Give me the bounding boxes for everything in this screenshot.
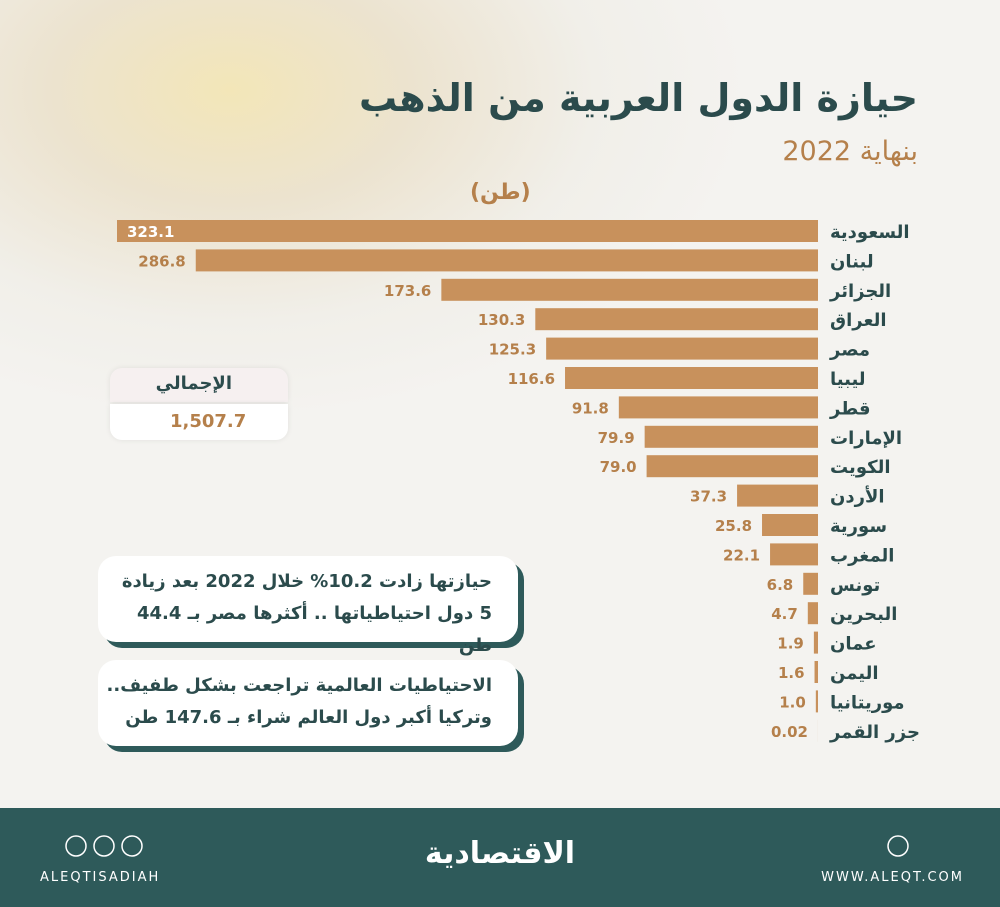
- total-value: 1,507.7: [170, 411, 247, 432]
- y-tick-label: مصر: [829, 340, 870, 361]
- bar: [814, 661, 818, 683]
- website: WWW.ALEQT.COM: [821, 870, 964, 885]
- footer: الاقتصادية ALEQTISADIAH WWW.ALEQT.COM: [0, 808, 1000, 907]
- bar: [117, 220, 818, 242]
- bar: [565, 367, 818, 389]
- note-box: الاحتياطيات العالمية تراجعت بشكل طفيف.. …: [98, 660, 518, 746]
- value-label: 25.8: [715, 517, 752, 535]
- total-body: 1,507.7: [110, 404, 288, 440]
- value-label: 4.7: [771, 605, 798, 623]
- brand-logo: الاقتصادية: [424, 836, 576, 871]
- value-label: 130.3: [478, 311, 525, 329]
- value-label: 37.3: [690, 488, 727, 506]
- bar: [762, 514, 818, 536]
- y-tick-label: ليبيا: [830, 369, 866, 390]
- value-label: 125.3: [489, 341, 536, 359]
- value-label: 1.6: [778, 664, 805, 682]
- value-label: 22.1: [723, 546, 760, 564]
- value-label: 0.02: [771, 723, 808, 741]
- y-tick-label: العراق: [830, 310, 887, 331]
- web-icon: [887, 835, 909, 857]
- y-tick-label: تونس: [830, 575, 880, 596]
- bar: [737, 484, 818, 507]
- value-label: 323.1: [127, 223, 174, 241]
- y-tick-label: لبنان: [830, 251, 874, 272]
- y-tick-label: اليمن: [830, 663, 879, 684]
- y-tick-label: الأردن: [830, 486, 885, 508]
- note-line: وتركيا أكبر دول العالم شراء بـ 147.6 طن: [125, 707, 492, 728]
- value-label: 91.8: [572, 399, 609, 417]
- y-tick-label: الجزائر: [829, 281, 891, 302]
- bar: [807, 602, 818, 625]
- y-tick-label: عمان: [830, 634, 877, 655]
- chart: السعودية 323.1 لبنان 286.8 الجزائر 173.6 العرا…: [117, 220, 920, 743]
- bar: [441, 278, 818, 301]
- bar: [618, 396, 818, 419]
- twitter-icon: [121, 835, 143, 857]
- total-header: الإجمالي: [110, 368, 288, 402]
- note-line: 5 دول احتياطياتها .. أكثرها مصر بـ 44.4 …: [136, 603, 492, 656]
- bar: [644, 425, 818, 448]
- y-tick-label: سورية: [830, 516, 887, 537]
- y-tick-label: السعودية: [830, 222, 910, 243]
- note-box: حيازتها زادت 10.2% خلال 2022 بعد زيادة 5…: [98, 556, 518, 656]
- bar: [195, 249, 819, 272]
- note-line: حيازتها زادت 10.2% خلال 2022 بعد زيادة: [121, 571, 492, 592]
- unit-label: (طن): [470, 180, 531, 205]
- bar: [546, 337, 818, 360]
- bar: [803, 572, 818, 595]
- value-label: 79.9: [598, 429, 635, 447]
- y-tick-label: البحرين: [830, 604, 897, 625]
- footer-icons: [65, 835, 909, 857]
- value-label: 79.0: [600, 458, 637, 476]
- total-label: الإجمالي: [155, 373, 232, 394]
- y-tick-label: قطر: [829, 398, 871, 419]
- y-tick-label: الإمارات: [830, 428, 902, 449]
- y-tick-label: موريتانيا: [830, 692, 905, 713]
- bar: [813, 631, 818, 654]
- chart-title: حيازة الدول العربية من الذهب: [359, 76, 918, 120]
- y-tick-label: جزر القمر: [829, 722, 920, 743]
- bar: [815, 690, 818, 713]
- bar: [646, 455, 818, 478]
- y-tick-label: المغرب: [830, 545, 894, 566]
- chart-subtitle: بنهاية 2022: [782, 136, 918, 167]
- value-label: 116.6: [508, 370, 555, 388]
- note-line: الاحتياطيات العالمية تراجعت بشكل طفيف..: [106, 675, 492, 696]
- value-label: 1.9: [777, 635, 804, 653]
- bar: [535, 308, 818, 331]
- value-label: 6.8: [767, 576, 794, 594]
- instagram-icon: [65, 835, 87, 857]
- y-tick-label: الكويت: [830, 457, 891, 478]
- facebook-icon: [93, 835, 115, 857]
- value-label: 173.6: [384, 282, 431, 300]
- bar: [770, 543, 818, 566]
- value-label: 286.8: [138, 252, 185, 270]
- social-handle: ALEQTISADIAH: [40, 870, 161, 885]
- value-label: 1.0: [779, 693, 806, 711]
